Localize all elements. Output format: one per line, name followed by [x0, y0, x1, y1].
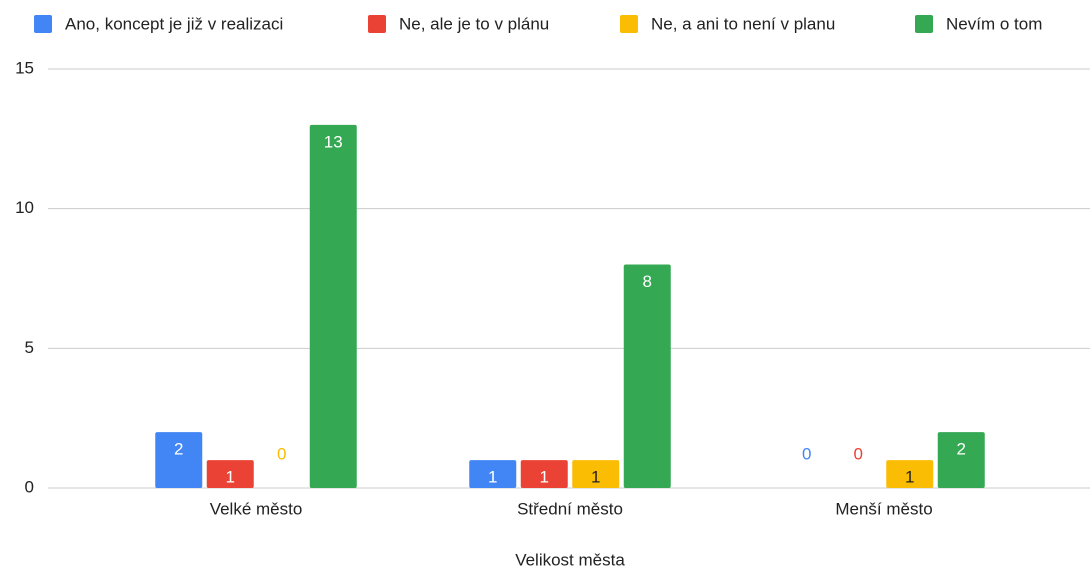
legend-label: Nevím o tom — [946, 14, 1042, 33]
data-label: 1 — [540, 468, 549, 487]
bar — [206, 460, 254, 488]
y-tick-label: 0 — [25, 477, 34, 496]
data-label: 2 — [174, 440, 183, 459]
data-label: 2 — [957, 440, 966, 459]
bar — [572, 460, 620, 488]
data-label: 1 — [905, 468, 914, 487]
bar — [309, 124, 357, 488]
y-tick-label: 10 — [15, 198, 34, 217]
bar — [886, 460, 934, 488]
data-label: 8 — [643, 272, 652, 291]
legend-swatch — [34, 15, 52, 33]
legend-label: Ano, koncept je již v realizaci — [65, 14, 283, 33]
data-label: 1 — [591, 468, 600, 487]
x-tick-label: Střední město — [517, 499, 623, 518]
legend-swatch — [915, 15, 933, 33]
data-label: 0 — [854, 444, 863, 463]
data-label: 1 — [488, 468, 497, 487]
y-tick-label: 15 — [15, 58, 34, 77]
legend-swatch — [368, 15, 386, 33]
bar — [155, 432, 203, 488]
data-label: 0 — [802, 444, 811, 463]
x-tick-label: Velké město — [210, 499, 303, 518]
data-label: 1 — [226, 468, 235, 487]
x-tick-label: Menší město — [835, 499, 932, 518]
bar — [937, 432, 985, 488]
bar — [623, 264, 671, 488]
bar — [520, 460, 568, 488]
legend-label: Ne, a ani to není v planu — [651, 14, 835, 33]
x-axis-title: Velikost města — [515, 550, 625, 569]
legend-swatch — [620, 15, 638, 33]
data-label: 0 — [277, 444, 286, 463]
bar — [469, 460, 517, 488]
y-tick-label: 5 — [25, 338, 34, 357]
legend-label: Ne, ale je to v plánu — [399, 14, 549, 33]
data-label: 13 — [324, 132, 343, 151]
